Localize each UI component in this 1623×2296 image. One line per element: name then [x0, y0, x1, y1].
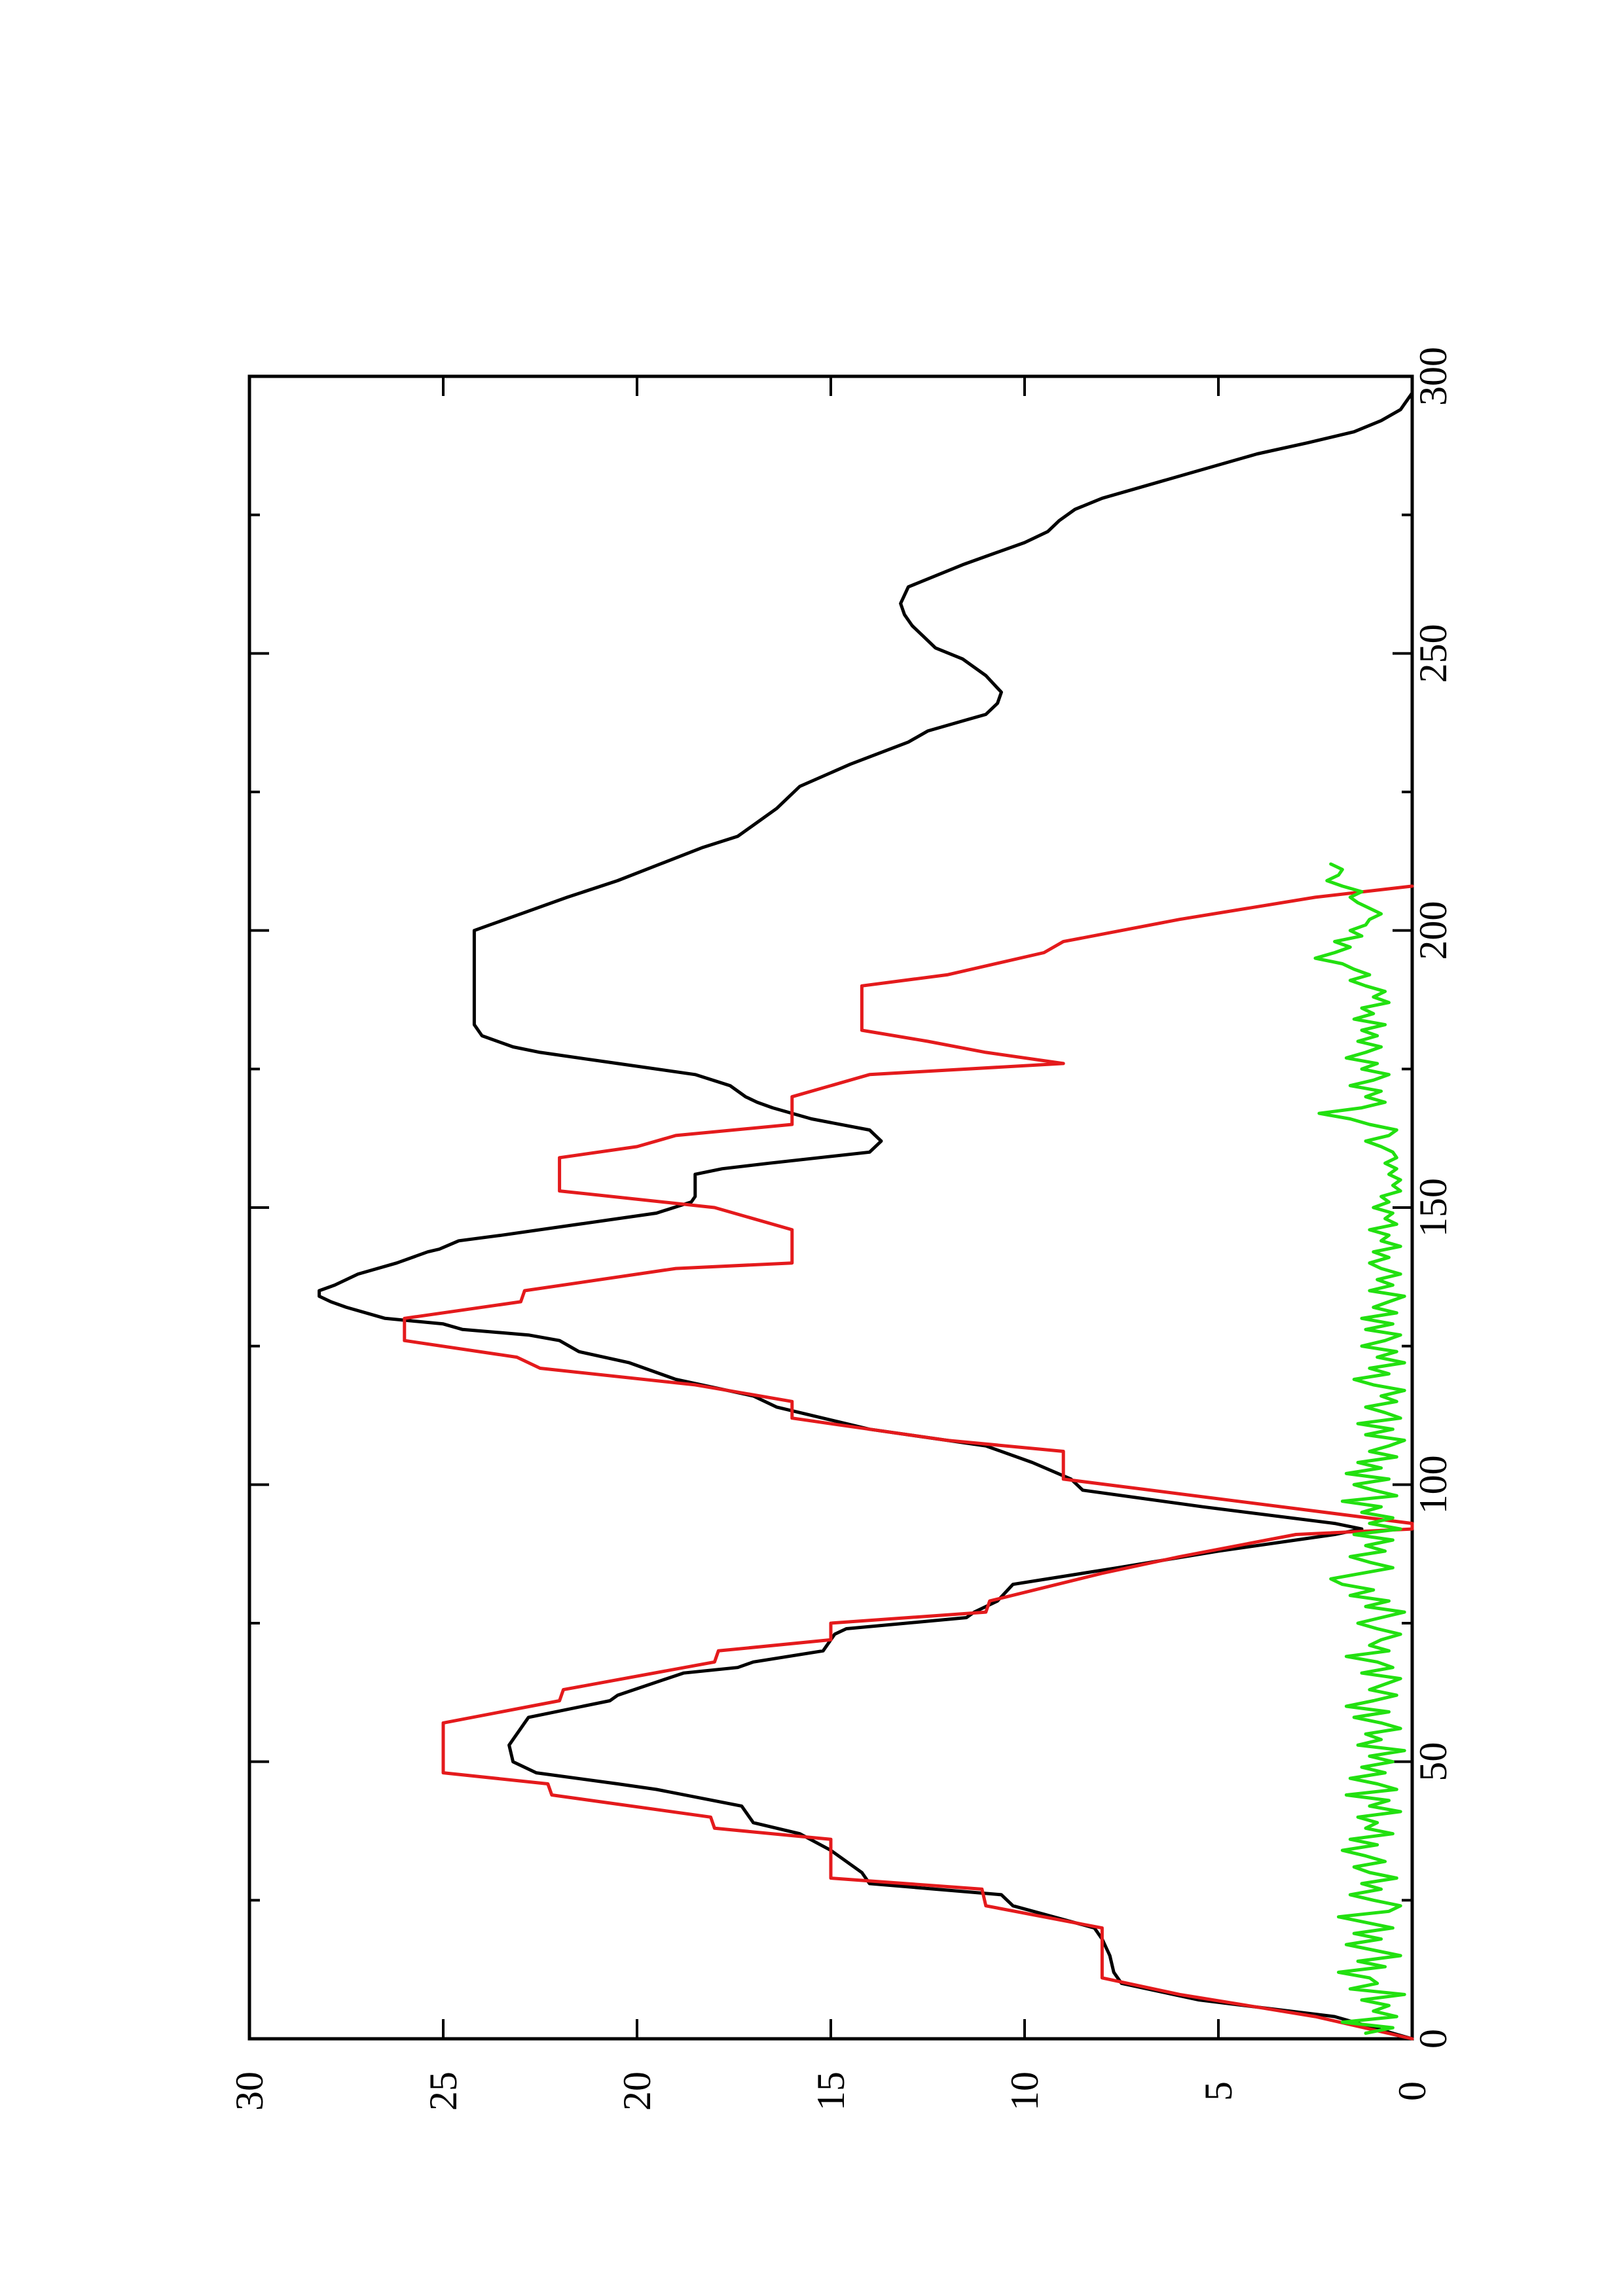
- y-tick-label: 0: [1391, 2081, 1434, 2101]
- y-tick-label: 15: [809, 2072, 852, 2111]
- y-tick-label: 20: [615, 2072, 659, 2111]
- series-line-3: [1313, 862, 1406, 2035]
- x-tick-label: 100: [1412, 1455, 1455, 1514]
- plot-frame: [247, 374, 1414, 2041]
- x-tick-label: 250: [1412, 624, 1455, 683]
- x-tick-label: 300: [1412, 347, 1455, 406]
- x-tick-label: 50: [1412, 1742, 1455, 1782]
- y-tick-label: 25: [422, 2072, 465, 2111]
- plot-area: 0 50 100 150 200 250 300 0 5 10 15 20 25 30: [228, 347, 1455, 2111]
- y-tick-label: 30: [228, 2072, 271, 2111]
- series-line-2: [403, 884, 1414, 2041]
- series-line-1: [318, 391, 1414, 2041]
- y-tick-label: 5: [1197, 2081, 1240, 2101]
- x-tick-label: 0: [1412, 2029, 1455, 2049]
- y-tick-label: 10: [1003, 2072, 1046, 2111]
- x-tick-label: 150: [1412, 1178, 1455, 1237]
- x-tick-label: 200: [1412, 901, 1455, 960]
